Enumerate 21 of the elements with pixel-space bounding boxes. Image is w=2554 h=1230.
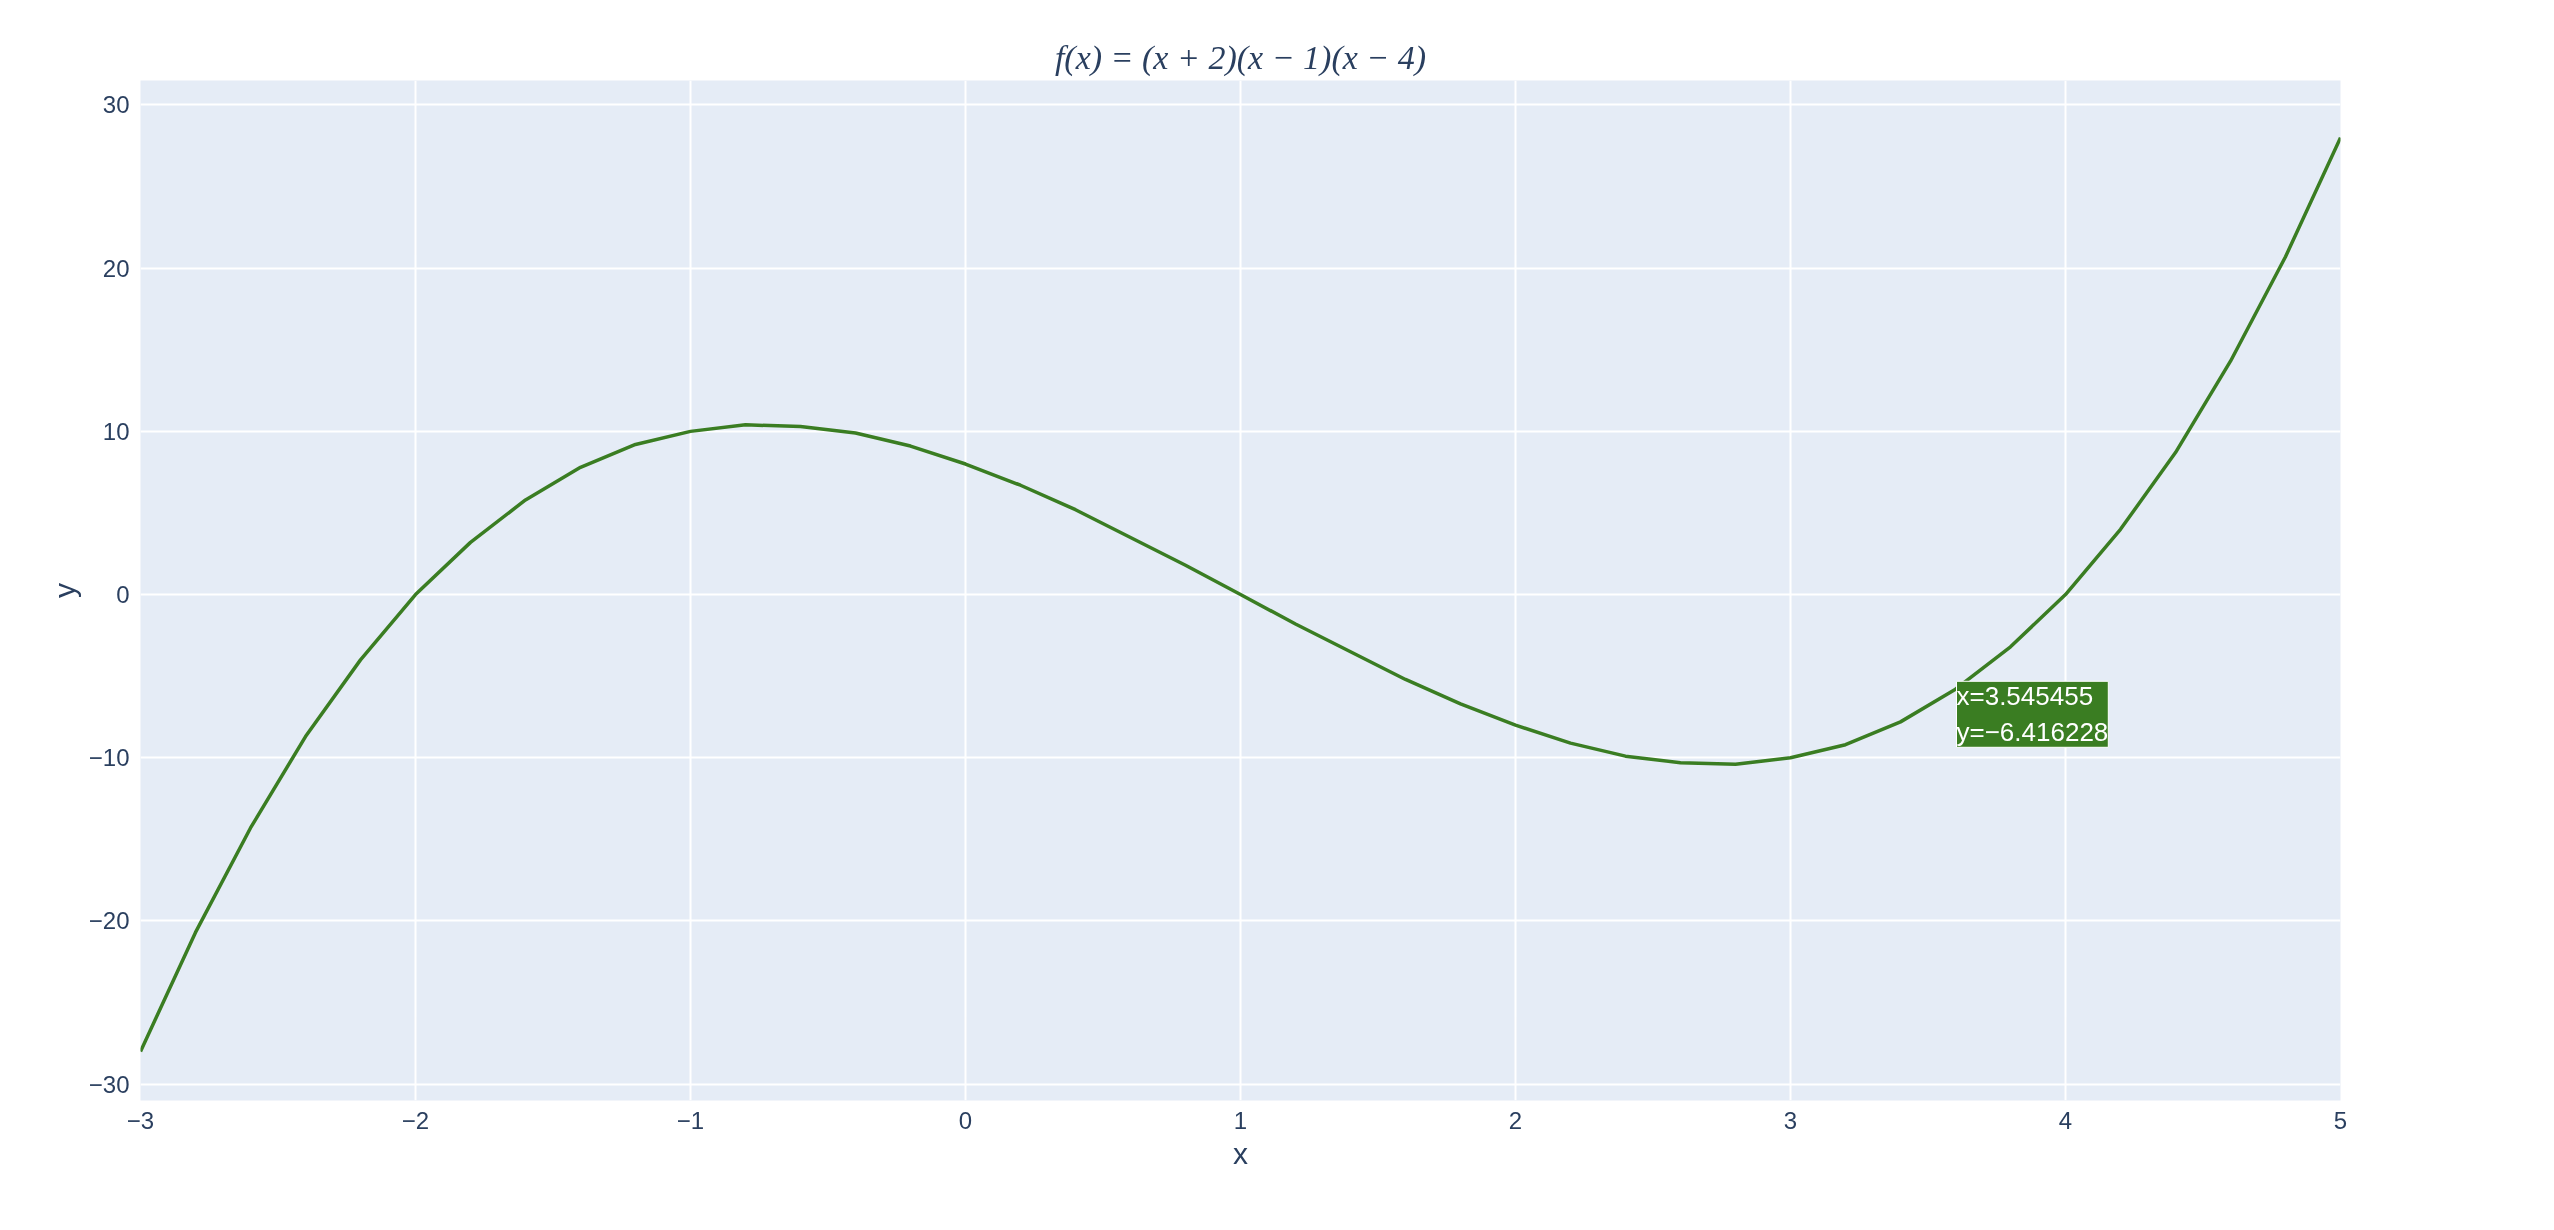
x-tick-label: 4 [2058, 1106, 2073, 1134]
chart-title: f(x) = (x + 2)(x − 1)(x − 4) [1054, 38, 1427, 77]
y-tick-label: 10 [102, 417, 130, 445]
x-tick-label: −3 [126, 1106, 155, 1134]
x-tick-label: 0 [958, 1106, 973, 1134]
x-tick-label: 5 [2333, 1106, 2348, 1134]
x-tick-label: 1 [1233, 1106, 1248, 1134]
x-tick-label: 3 [1783, 1106, 1798, 1134]
y-axis-title: y [47, 583, 81, 598]
y-tick-label: −10 [88, 744, 130, 772]
x-tick-label: −2 [401, 1106, 430, 1134]
x-tick-label: −1 [676, 1106, 705, 1134]
line-series [140, 135, 2341, 1054]
y-tick-label: −30 [88, 1070, 130, 1098]
x-axis-title: x [1233, 1136, 1248, 1170]
x-tick-label: 2 [1508, 1106, 1523, 1134]
y-tick-label: 20 [102, 254, 130, 282]
y-tick-label: 0 [116, 581, 130, 609]
y-tick-label: 30 [102, 91, 130, 119]
y-tick-label: −20 [88, 907, 130, 935]
annotation: x=3.545455 y=−6.416228 [1956, 681, 2109, 748]
